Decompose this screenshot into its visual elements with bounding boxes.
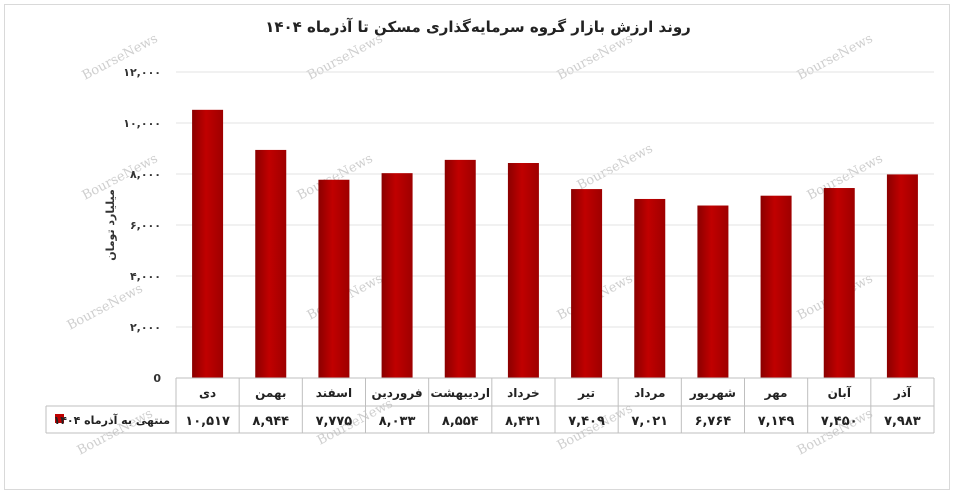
data-label: ۸,۴۳۱	[505, 414, 542, 429]
data-label: ۸,۹۴۴	[252, 414, 289, 429]
data-label: ۷,۱۴۹	[758, 414, 795, 429]
x-tick-label: تیر	[577, 386, 595, 400]
bar	[381, 173, 413, 378]
x-tick-label: شهریور	[689, 386, 736, 401]
watermark-text: BourseNews	[555, 31, 636, 83]
bar	[192, 109, 224, 378]
x-tick-label: مهر	[764, 386, 788, 400]
watermark-text: BourseNews	[795, 31, 876, 83]
chart-frame	[4, 4, 950, 490]
legend-label: منتهی به آذرماه ۱۴۰۴	[53, 413, 170, 427]
data-label: ۸,۵۵۴	[442, 414, 479, 429]
bar	[634, 198, 666, 378]
x-tick-label: اردیبهشت	[431, 386, 490, 400]
bar	[318, 179, 350, 378]
x-tick-label: آبان	[828, 385, 852, 400]
data-label: ۶,۷۶۴	[695, 414, 732, 429]
bar	[255, 149, 287, 378]
data-label: ۷,۹۸۳	[884, 414, 921, 429]
x-tick-label: مرداد	[634, 386, 665, 400]
watermark-text: BourseNews	[305, 31, 386, 83]
x-tick-label: بهمن	[255, 386, 286, 400]
y-axis-title: میلیارد تومان	[104, 189, 117, 261]
y-tick-label: ۱۲,۰۰۰	[123, 66, 161, 79]
x-tick-label: آذر	[893, 385, 912, 400]
y-tick-label: ۶,۰۰۰	[130, 219, 161, 232]
y-tick-label: ۲,۰۰۰	[130, 321, 161, 334]
legend-swatch	[55, 414, 64, 423]
y-tick-label: ۴,۰۰۰	[130, 270, 161, 283]
chart-title: روند ارزش بازار گروه سرمایه‌گذاری مسکن ت…	[265, 18, 691, 36]
x-tick-label: خرداد	[507, 386, 540, 400]
data-label: ۷,۷۷۵	[316, 414, 353, 429]
bar	[507, 163, 539, 378]
watermark-text: BourseNews	[575, 141, 656, 193]
y-tick-label: ۱۰,۰۰۰	[123, 117, 161, 130]
data-label: ۷,۰۲۱	[631, 414, 668, 429]
x-tick-label: اسفند	[316, 386, 352, 400]
bar	[444, 159, 476, 378]
bar	[823, 188, 855, 378]
bar	[886, 174, 918, 378]
data-label: ۷,۴۵۰	[821, 414, 858, 429]
bar	[697, 205, 729, 378]
x-tick-label: فروردین	[372, 386, 423, 401]
y-tick-label: ۸,۰۰۰	[130, 168, 161, 181]
y-tick-label: 0	[153, 372, 161, 385]
bar	[760, 195, 792, 378]
data-label: ۸,۰۳۳	[379, 414, 416, 429]
data-label: ۱۰,۵۱۷	[185, 414, 230, 429]
x-tick-label: دی	[199, 386, 216, 400]
data-label: ۷,۴۰۹	[568, 414, 605, 429]
bar	[571, 189, 603, 378]
